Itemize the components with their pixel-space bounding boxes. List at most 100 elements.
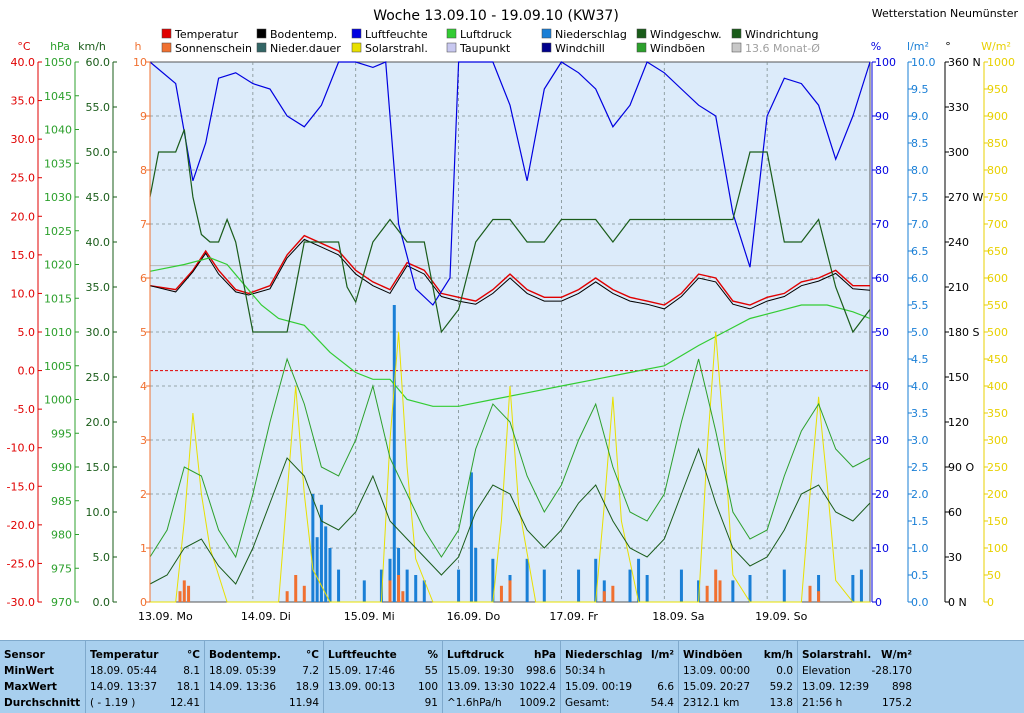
- axis-label-temp: -20.0: [7, 519, 35, 532]
- legend-item: Temperatur: [161, 28, 239, 41]
- legend-item: Taupunkt: [446, 42, 511, 55]
- axis-label-wm2: 900: [987, 110, 1008, 123]
- table-cell-label: 18.09. 05:44: [90, 665, 157, 677]
- table-cell-value: 18.9: [295, 681, 319, 693]
- legend-label: Windböen: [650, 42, 705, 55]
- precip-bar: [392, 305, 396, 602]
- axis-label-pct: 70: [875, 218, 889, 231]
- axis-label-temp: -30.0: [7, 596, 35, 609]
- axis-label-h: 1: [140, 542, 147, 555]
- table-header-name: Luftdruck: [447, 649, 505, 661]
- precip-bar: [469, 472, 473, 602]
- legend-item: Nieder.dauer: [256, 42, 341, 55]
- precip-bar: [594, 558, 598, 602]
- table-cell-label: ( - 1.19 ): [90, 697, 136, 709]
- axis-label-wm2: 400: [987, 380, 1008, 393]
- precip-bar: [645, 575, 649, 602]
- station-name: Wetterstation Neumünster: [872, 7, 1019, 20]
- legend-item: Luftfeuchte: [351, 28, 428, 41]
- legend-swatch: [636, 42, 647, 53]
- axis-label-hpa: 1030: [44, 191, 72, 204]
- axis-label-wm2: 950: [987, 83, 1008, 96]
- precip-bar: [422, 580, 426, 602]
- table-cell-label: 50:34 h: [565, 665, 606, 677]
- table-cell-value: 6.6: [657, 681, 674, 693]
- precip-bar: [362, 580, 366, 602]
- table-cell-row: 18.09. 05:39 7.2: [209, 663, 319, 679]
- axis-label-wm2: 650: [987, 245, 1008, 258]
- table-cell-label: 14.09. 13:37: [90, 681, 157, 693]
- precip-bar: [637, 558, 641, 602]
- table-column: Windböen km/h 13.09. 00:00 0.0 15.09. 20:27 5…: [678, 641, 797, 713]
- precip-bar: [697, 580, 701, 602]
- table-cell-row: 11.94: [209, 695, 319, 711]
- table-header-name: Windböen: [683, 649, 743, 661]
- precip-bar: [379, 569, 383, 602]
- table-cell-value: 998.6: [525, 665, 556, 677]
- sunshine-bar: [178, 591, 182, 602]
- axis-label-lm2: 1.0: [911, 542, 929, 555]
- table-cell-row: ( - 1.19 ) 12.41: [90, 695, 200, 711]
- axis-label-pct: 60: [875, 272, 889, 285]
- table-header-name: Solarstrahl.: [802, 649, 872, 661]
- sunshine-bar: [611, 585, 615, 602]
- table-header-unit: %: [427, 649, 438, 661]
- axis-unit-wm2: W/m²: [981, 40, 1011, 53]
- precip-bar: [577, 569, 581, 602]
- axis-label-kmh: 60.0: [86, 56, 111, 69]
- table-cell-row: 14.09. 13:36 18.9: [209, 679, 319, 695]
- axis-label-temp: 20.0: [11, 210, 36, 223]
- table-row-labels: Sensor MinWert MaxWert Durchschnitt: [0, 641, 84, 713]
- table-header: Niederschlag l/m²: [565, 647, 674, 663]
- axis-label-temp: 5.0: [18, 326, 36, 339]
- legend-item: Luftdruck: [446, 28, 512, 41]
- axis-label-h: 0: [140, 596, 147, 609]
- table-cell-row: 2312.1 km 13.8: [683, 695, 793, 711]
- sunshine-bar: [182, 580, 186, 602]
- axis-label-deg: 90 O: [948, 461, 974, 474]
- axis-label-temp: -5.0: [14, 403, 35, 416]
- axis-label-kmh: 25.0: [86, 371, 111, 384]
- legend-label: Bodentemp.: [270, 28, 337, 41]
- axis-label-hpa: 985: [51, 495, 72, 508]
- legend-label: Windgeschw.: [650, 28, 722, 41]
- axis-label-kmh: 35.0: [86, 281, 111, 294]
- table-cell-row: 15.09. 00:19 6.6: [565, 679, 674, 695]
- axis-label-temp: -10.0: [7, 442, 35, 455]
- table-header-unit: km/h: [763, 649, 793, 661]
- axis-label-wm2: 450: [987, 353, 1008, 366]
- axis-label-lm2: 7.0: [911, 218, 929, 231]
- axis-label-lm2: 0.5: [911, 569, 929, 582]
- precip-bar: [851, 575, 855, 602]
- table-cell-label: 2312.1 km: [683, 697, 740, 709]
- axis-label-kmh: 55.0: [86, 101, 111, 114]
- precip-bar: [859, 569, 863, 602]
- axis-label-temp: 40.0: [11, 56, 36, 69]
- series-line-luftfeuchte: [149, 61, 871, 306]
- table-cell-value: -28.170: [871, 665, 912, 677]
- legend-label: Nieder.dauer: [270, 42, 341, 55]
- axis-label-hpa: 1025: [44, 225, 72, 238]
- axis-label-wm2: 0: [987, 596, 994, 609]
- axis-label-deg: 240: [948, 236, 969, 249]
- legend-item: Niederschlag: [541, 28, 627, 41]
- legend-swatch: [446, 28, 457, 39]
- precip-bar: [328, 548, 332, 602]
- row-label-sensor: Sensor: [4, 649, 45, 661]
- axis-label-h: 10: [133, 56, 147, 69]
- legend-swatch: [731, 28, 742, 39]
- precip-bar: [731, 580, 735, 602]
- axis-label-wm2: 100: [987, 542, 1008, 555]
- axis-unit-kmh: km/h: [78, 40, 106, 53]
- axis-label-temp: 35.0: [11, 95, 36, 108]
- axis-label-lm2: 5.5: [911, 299, 929, 312]
- axis-label-lm2: 2.0: [911, 488, 929, 501]
- table-cell-row: ^1.6hPa/h 1009.2: [447, 695, 556, 711]
- sunshine-bar: [718, 580, 722, 602]
- axis-label-lm2: 4.5: [911, 353, 929, 366]
- axis-label-kmh: 0.0: [93, 596, 111, 609]
- table-header-name: Luftfeuchte: [328, 649, 397, 661]
- legend-label: Luftfeuchte: [365, 28, 428, 41]
- table-cell-label: ^1.6hPa/h: [447, 697, 502, 709]
- precip-bar: [474, 548, 478, 602]
